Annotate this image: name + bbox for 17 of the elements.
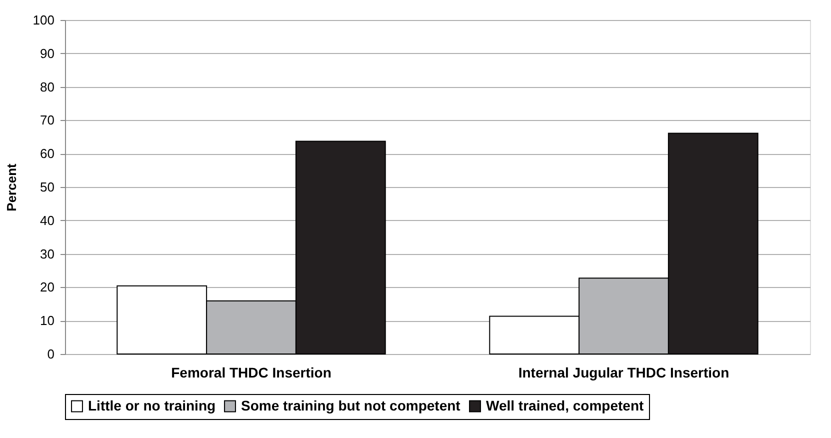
y-tick-label: 30 <box>40 246 54 262</box>
y-tick-label: 10 <box>40 313 54 328</box>
y-tick-label: 60 <box>40 146 54 162</box>
y-tick-label: 70 <box>40 112 54 128</box>
x-tick-label: Internal Jugular THDC Insertion <box>518 364 730 380</box>
y-tick-label: 0 <box>47 346 54 362</box>
y-tick-label: 80 <box>40 79 54 94</box>
y-tick-label: 90 <box>40 46 54 61</box>
legend-label: Little or no training <box>88 397 216 414</box>
y-tick-label: 40 <box>40 212 54 228</box>
x-tick-label: Femoral THDC Insertion <box>171 364 332 380</box>
legend-label: Some training but not competent <box>241 397 461 414</box>
y-tick-label: 50 <box>40 180 54 194</box>
y-tick-label: 20 <box>40 280 54 295</box>
y-axis-title: Percent <box>4 162 19 212</box>
y-tick-label: 100 <box>32 12 54 28</box>
legend-label: Well trained, competent <box>486 397 644 414</box>
